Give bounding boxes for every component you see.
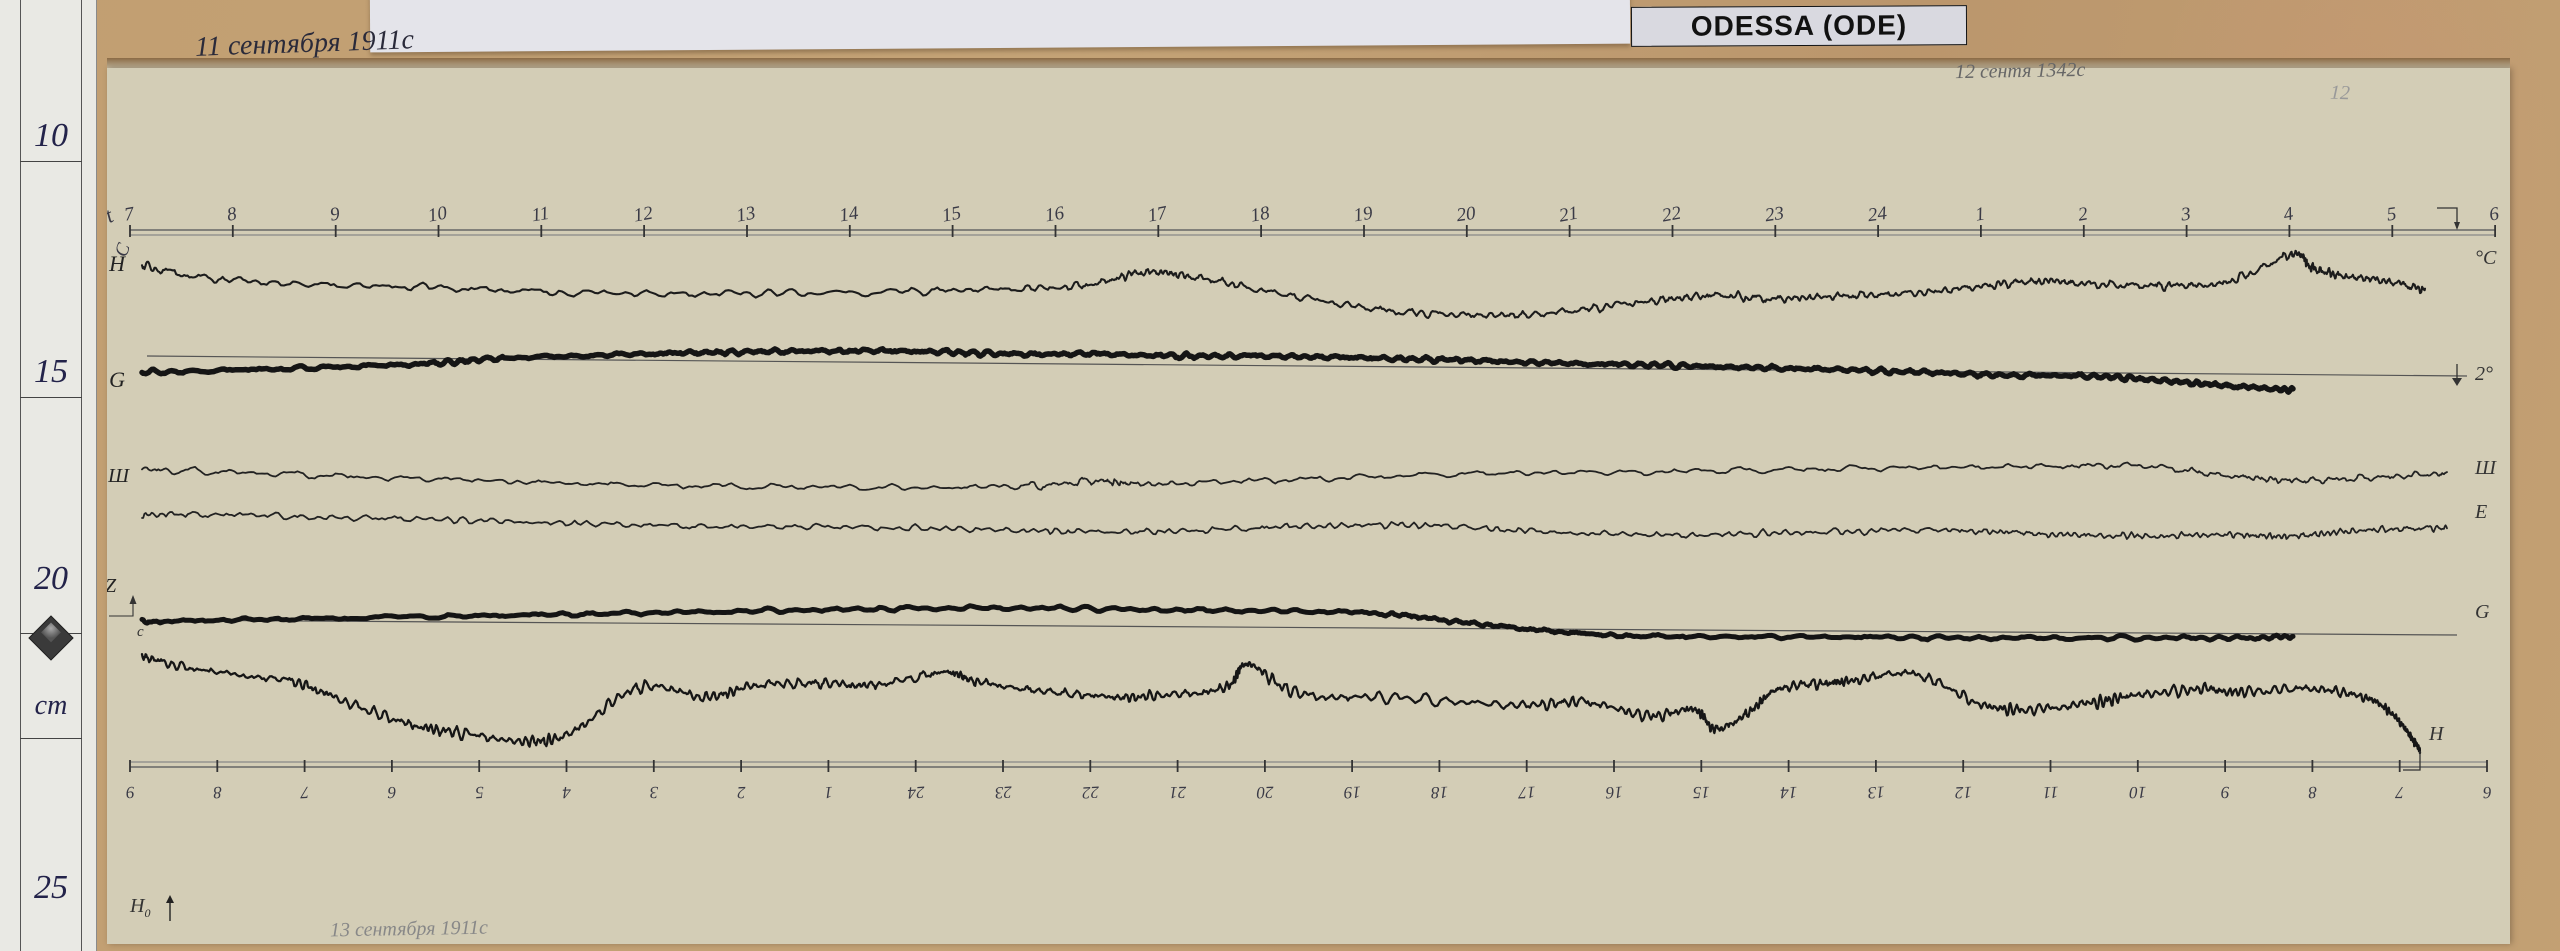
svg-text:t: t xyxy=(107,202,118,228)
svg-text:21: 21 xyxy=(1557,203,1580,227)
svg-text:14: 14 xyxy=(1780,783,1798,802)
svg-text:17: 17 xyxy=(1517,783,1536,803)
svg-text:13: 13 xyxy=(735,203,758,227)
svg-text:19: 19 xyxy=(1352,203,1375,227)
svg-text:Ш: Ш xyxy=(2474,457,2497,479)
svg-text:1: 1 xyxy=(1974,203,1987,225)
svg-text:24: 24 xyxy=(1867,203,1889,226)
svg-text:11: 11 xyxy=(530,203,551,226)
svg-text:21: 21 xyxy=(1169,783,1186,802)
svg-text:2: 2 xyxy=(2077,203,2090,225)
svg-text:1: 1 xyxy=(824,783,833,802)
svg-text:Z: Z xyxy=(107,575,117,597)
svg-text:G: G xyxy=(109,367,125,392)
svg-text:10: 10 xyxy=(2129,783,2147,802)
svg-text:8: 8 xyxy=(2307,783,2317,802)
svg-text:3: 3 xyxy=(649,783,659,802)
svg-text:2: 2 xyxy=(736,783,746,802)
svg-text:8: 8 xyxy=(225,203,239,225)
svg-text:11: 11 xyxy=(2042,783,2058,803)
svg-text:7: 7 xyxy=(2394,783,2404,802)
svg-text:H: H xyxy=(108,251,126,276)
svg-text:14: 14 xyxy=(838,203,861,227)
svg-text:9: 9 xyxy=(2220,783,2229,802)
svg-text:°C: °C xyxy=(2475,247,2497,269)
svg-text:4: 4 xyxy=(2282,203,2296,226)
svg-text:12: 12 xyxy=(632,203,655,227)
svg-text:24: 24 xyxy=(906,782,925,802)
svg-text:4: 4 xyxy=(562,783,572,802)
svg-text:7: 7 xyxy=(299,783,310,802)
svg-text:9: 9 xyxy=(125,783,135,803)
svg-text:6: 6 xyxy=(2482,783,2492,803)
svg-text:22: 22 xyxy=(1660,202,1683,226)
svg-text:16: 16 xyxy=(1605,783,1623,803)
svg-text:22: 22 xyxy=(1081,783,1100,803)
svg-text:7: 7 xyxy=(123,203,137,226)
svg-text:10: 10 xyxy=(426,202,449,226)
svg-text:Ш: Ш xyxy=(107,465,130,487)
svg-text:15: 15 xyxy=(940,202,963,226)
svg-text:16: 16 xyxy=(1044,203,1067,227)
svg-text:20: 20 xyxy=(1455,203,1477,226)
svg-text:19: 19 xyxy=(1343,783,1361,803)
svg-text:G: G xyxy=(2475,601,2490,623)
svg-text:5: 5 xyxy=(475,783,485,802)
svg-text:H: H xyxy=(2428,723,2445,745)
svg-text:15: 15 xyxy=(1693,783,1710,802)
svg-text:6: 6 xyxy=(387,783,396,802)
svg-text:18: 18 xyxy=(1430,783,1448,803)
svg-text:c: c xyxy=(137,624,144,640)
svg-text:9: 9 xyxy=(329,203,342,225)
svg-text:20: 20 xyxy=(1256,783,1274,803)
svg-text:23: 23 xyxy=(1764,203,1786,227)
svg-text:17: 17 xyxy=(1146,202,1170,226)
svg-text:8: 8 xyxy=(212,783,222,803)
svg-text:6: 6 xyxy=(2488,203,2501,225)
svg-text:13: 13 xyxy=(1867,783,1885,803)
svg-text:5: 5 xyxy=(2385,204,2397,226)
svg-text:2°: 2° xyxy=(2475,363,2493,385)
svg-text:18: 18 xyxy=(1249,202,1272,226)
svg-text:23: 23 xyxy=(994,782,1012,802)
svg-text:12: 12 xyxy=(1954,783,1972,803)
svg-text:E: E xyxy=(2474,501,2487,523)
svg-text:3: 3 xyxy=(2179,204,2192,226)
